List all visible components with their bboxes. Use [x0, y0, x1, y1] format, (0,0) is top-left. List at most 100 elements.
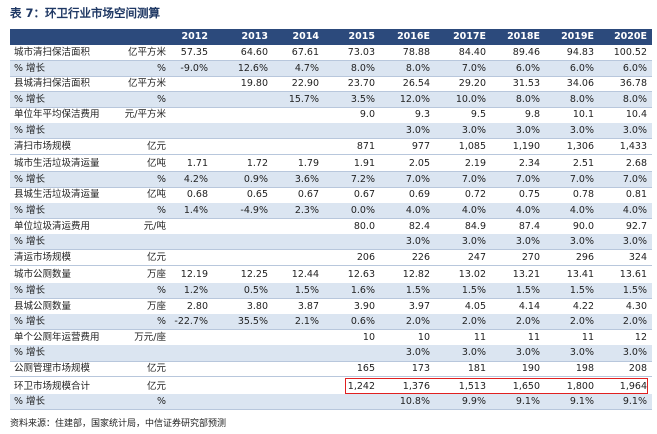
cell-value: 198 — [575, 363, 594, 374]
cell-value: 23.70 — [347, 78, 375, 90]
cell-value: 82.4 — [408, 220, 430, 232]
cell-value: 1,085 — [458, 140, 486, 152]
row-label: % 增长 — [14, 62, 46, 74]
column-header: 2017E — [453, 31, 486, 42]
row-border — [10, 91, 652, 92]
source: 资料来源：住建部，国家统计局，中信证券研究部预测 — [10, 419, 227, 429]
cell-value: 9.3 — [414, 109, 430, 121]
row-label: 单位垃圾清运费用 — [14, 220, 91, 232]
cell-value: 3.0% — [461, 347, 486, 359]
row-border — [10, 409, 652, 410]
cell-value: 9.5 — [470, 109, 486, 121]
cell-value: 9.0 — [359, 109, 375, 121]
row-border — [10, 138, 652, 139]
row-border — [10, 393, 652, 395]
cell-value: 1.71 — [186, 158, 208, 170]
row-shade — [10, 394, 652, 410]
row-unit: 亿元 — [146, 140, 166, 152]
cell-value: 8.0% — [350, 62, 375, 74]
cell-value: 6.0% — [569, 62, 594, 74]
row-unit: % — [156, 62, 166, 74]
cell-value: 1,190 — [512, 140, 540, 152]
cell-value: 12.63 — [347, 269, 375, 281]
cell-value: 1.2% — [183, 285, 208, 296]
row-border — [10, 60, 652, 61]
cell-value: 3.97 — [408, 300, 430, 312]
cell-value: 3.0% — [461, 236, 486, 248]
row-shade — [10, 314, 652, 330]
cell-value: 208 — [628, 363, 647, 374]
cell-value: 12 — [634, 331, 647, 343]
row-border — [10, 171, 652, 172]
cell-value: 8.0% — [515, 93, 540, 105]
row-unit: % — [156, 205, 166, 216]
cell-value: 0.67 — [353, 189, 375, 201]
cell-value: 10.1 — [572, 109, 594, 121]
cell-value: 13.61 — [619, 269, 647, 281]
cell-value: 8.0% — [405, 62, 430, 74]
row-border — [10, 360, 652, 361]
row-shade — [10, 283, 652, 299]
cell-value: 3.5% — [350, 93, 375, 105]
row-label: 城市公厕数量 — [14, 269, 72, 281]
row-label: 县城生活垃圾清运量 — [14, 189, 100, 201]
row-unit: 亿平方米 — [127, 47, 166, 58]
row-border — [10, 282, 652, 283]
row-unit: 亿元 — [146, 251, 166, 263]
cell-value: 181 — [467, 363, 486, 374]
cell-value: 2.0% — [569, 316, 594, 328]
cell-value: 1.5% — [515, 285, 540, 296]
row-unit: 亿平方米 — [127, 78, 166, 90]
cell-value: 35.5% — [237, 316, 268, 328]
row-unit: 万座 — [146, 300, 166, 312]
cell-value: -22.7% — [174, 316, 208, 328]
cell-value: 2.0% — [461, 316, 486, 328]
cell-value: 4.05 — [464, 300, 486, 312]
cell-value: 3.0% — [569, 125, 594, 136]
cell-value: 3.0% — [569, 236, 594, 248]
cell-value: 9.8 — [524, 109, 540, 121]
cell-value: 1,964 — [619, 380, 647, 392]
cell-value: 19.80 — [240, 78, 268, 90]
cell-value: 10 — [417, 331, 430, 343]
cell-value: 3.0% — [515, 125, 540, 136]
row-label: 单位年平均保洁费用 — [14, 109, 100, 121]
cell-value: 15.7% — [288, 93, 319, 105]
cell-value: 7.0% — [461, 173, 486, 185]
row-label: 城市生活垃圾清运量 — [14, 158, 100, 170]
cell-value: 2.80 — [186, 300, 208, 312]
row-label: 公厕管理市场规模 — [14, 363, 91, 374]
cell-value: 0.9% — [243, 173, 268, 185]
cell-value: 10.8% — [399, 396, 430, 408]
cell-value: 7.0% — [569, 173, 594, 185]
row-unit: 元/吨 — [143, 220, 166, 232]
cell-value: 4.0% — [569, 205, 594, 216]
row-shade — [10, 203, 652, 219]
row-label: 城市清扫保洁面积 — [14, 47, 91, 58]
cell-value: 977 — [411, 140, 430, 152]
cell-value: 90.0 — [572, 220, 594, 232]
cell-value: 36.78 — [619, 78, 647, 90]
cell-value: 206 — [356, 251, 375, 263]
cell-value: 270 — [521, 251, 540, 263]
cell-value: 0.65 — [246, 189, 268, 201]
cell-value: 871 — [356, 140, 375, 152]
cell-value: 84.40 — [458, 47, 486, 58]
cell-value: 3.87 — [297, 300, 319, 312]
cell-value: 4.14 — [518, 300, 540, 312]
cell-value: 11 — [527, 331, 540, 343]
cell-value: 4.2% — [183, 173, 208, 185]
row-unit: 元/平方米 — [124, 109, 166, 121]
cell-value: 3.0% — [622, 347, 647, 359]
cell-value: 80.0 — [353, 220, 375, 232]
cell-value: 12.0% — [399, 93, 430, 105]
cell-value: 4.22 — [572, 300, 594, 312]
cell-value: 0.67 — [297, 189, 319, 201]
cell-value: 1.79 — [297, 158, 319, 170]
cell-value: 0.69 — [408, 189, 430, 201]
cell-value: 1.5% — [294, 285, 319, 296]
cell-value: 12.44 — [291, 269, 319, 281]
cell-value: 9.1% — [622, 396, 647, 408]
cell-value: 12.19 — [180, 269, 208, 281]
